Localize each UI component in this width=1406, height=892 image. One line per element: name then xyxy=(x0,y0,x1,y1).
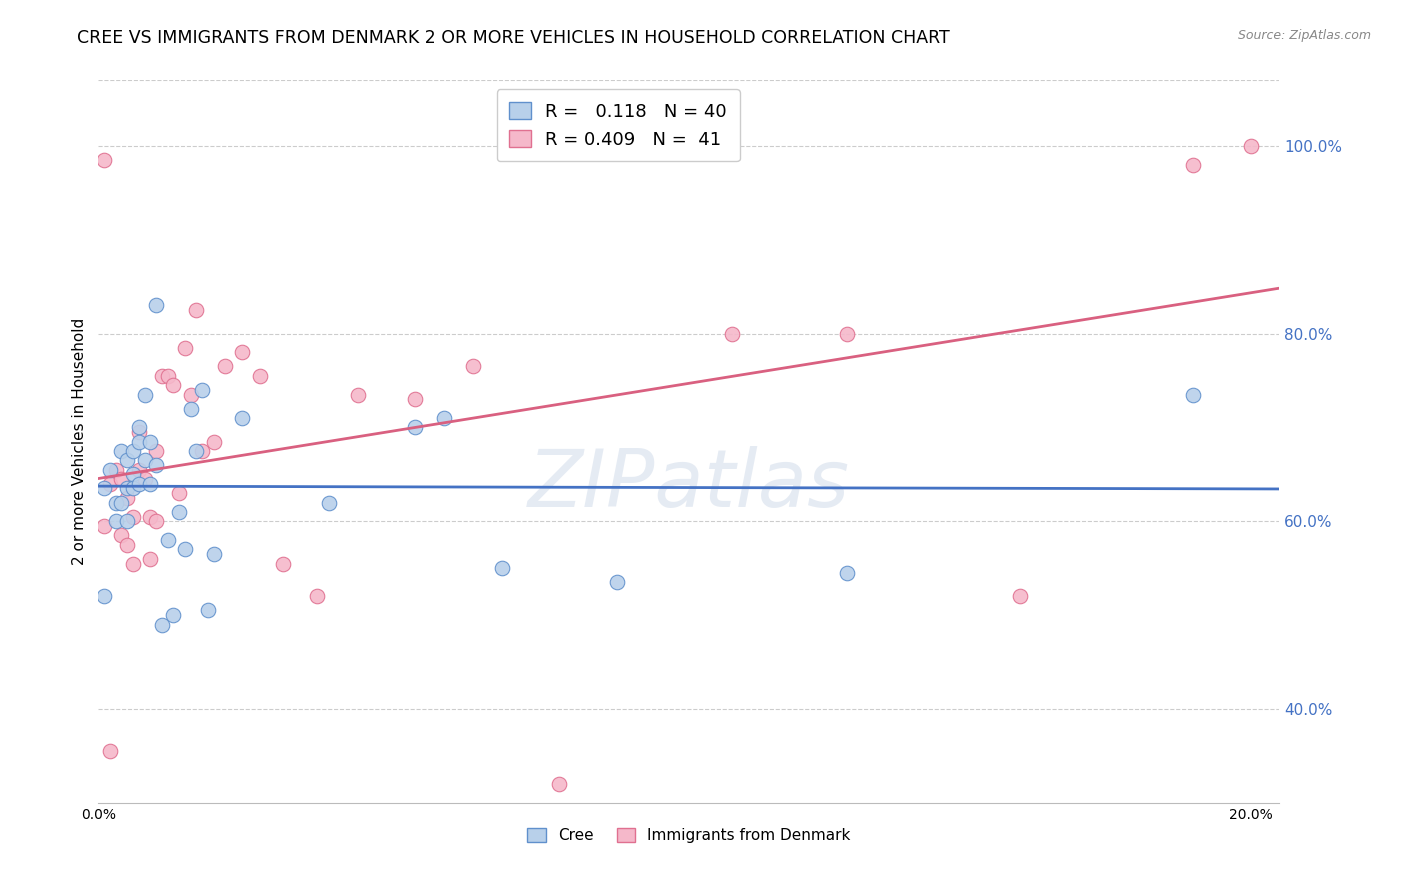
Point xyxy=(139,476,162,491)
Point xyxy=(1182,387,1205,401)
Text: ZIPatlas: ZIPatlas xyxy=(527,446,851,524)
Point xyxy=(93,482,115,496)
Point xyxy=(214,359,236,374)
Point xyxy=(162,378,184,392)
Point xyxy=(122,444,145,458)
Point xyxy=(110,528,132,542)
Point xyxy=(145,444,167,458)
Point xyxy=(122,557,145,571)
Point xyxy=(115,482,138,496)
Point xyxy=(1010,590,1032,604)
Point xyxy=(461,359,484,374)
Point xyxy=(115,514,138,528)
Point xyxy=(110,472,132,486)
Point xyxy=(186,303,208,318)
Text: Source: ZipAtlas.com: Source: ZipAtlas.com xyxy=(1237,29,1371,42)
Point xyxy=(122,482,145,496)
Point xyxy=(404,392,426,407)
Point xyxy=(98,463,121,477)
Point xyxy=(128,425,150,439)
Point xyxy=(173,542,195,557)
Point xyxy=(145,514,167,528)
Point xyxy=(93,590,115,604)
Point xyxy=(231,345,253,359)
Point xyxy=(134,453,156,467)
Point xyxy=(249,368,271,383)
Point xyxy=(180,387,202,401)
Point xyxy=(150,368,173,383)
Y-axis label: 2 or more Vehicles in Household: 2 or more Vehicles in Household xyxy=(72,318,87,566)
Point xyxy=(128,463,150,477)
Point xyxy=(115,453,138,467)
Point xyxy=(202,434,225,449)
Point xyxy=(128,476,150,491)
Point xyxy=(150,617,173,632)
Point xyxy=(156,533,179,547)
Point xyxy=(167,505,190,519)
Point xyxy=(104,514,127,528)
Point xyxy=(186,444,208,458)
Point xyxy=(180,401,202,416)
Legend: Cree, Immigrants from Denmark: Cree, Immigrants from Denmark xyxy=(522,822,856,849)
Point xyxy=(145,298,167,312)
Point xyxy=(104,463,127,477)
Point xyxy=(606,575,628,590)
Point xyxy=(128,434,150,449)
Point xyxy=(271,557,294,571)
Point xyxy=(191,383,214,397)
Point xyxy=(837,566,859,580)
Point xyxy=(93,153,115,167)
Point xyxy=(93,519,115,533)
Point xyxy=(231,411,253,425)
Point xyxy=(346,387,368,401)
Point xyxy=(404,420,426,434)
Point xyxy=(1240,139,1263,153)
Point xyxy=(122,467,145,482)
Point xyxy=(167,486,190,500)
Point xyxy=(156,368,179,383)
Point xyxy=(98,744,121,758)
Point xyxy=(139,509,162,524)
Point xyxy=(173,341,195,355)
Point xyxy=(134,472,156,486)
Point xyxy=(548,777,571,791)
Point xyxy=(1182,158,1205,172)
Point xyxy=(115,538,138,552)
Point xyxy=(433,411,456,425)
Point xyxy=(110,444,132,458)
Point xyxy=(104,495,127,509)
Point xyxy=(491,561,513,575)
Point xyxy=(721,326,744,341)
Point xyxy=(197,603,219,617)
Text: CREE VS IMMIGRANTS FROM DENMARK 2 OR MORE VEHICLES IN HOUSEHOLD CORRELATION CHAR: CREE VS IMMIGRANTS FROM DENMARK 2 OR MOR… xyxy=(77,29,950,46)
Point xyxy=(307,590,329,604)
Point xyxy=(98,476,121,491)
Point xyxy=(115,491,138,505)
Point xyxy=(134,387,156,401)
Point xyxy=(110,495,132,509)
Point xyxy=(128,420,150,434)
Point xyxy=(162,608,184,623)
Point xyxy=(139,434,162,449)
Point xyxy=(139,551,162,566)
Point xyxy=(122,509,145,524)
Point xyxy=(837,326,859,341)
Point xyxy=(145,458,167,472)
Point xyxy=(191,444,214,458)
Point xyxy=(318,495,340,509)
Point xyxy=(202,547,225,561)
